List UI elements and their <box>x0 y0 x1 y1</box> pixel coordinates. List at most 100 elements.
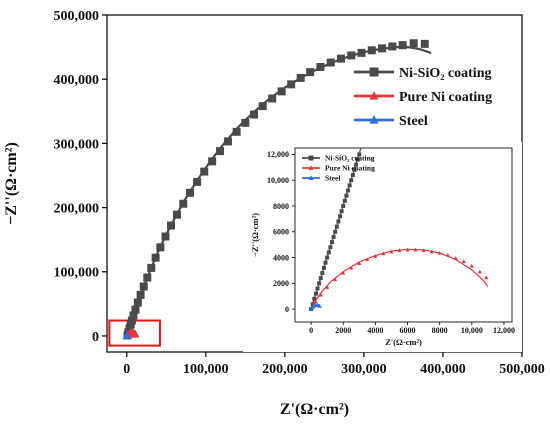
main-x-tick-label: 300,000 <box>341 362 387 377</box>
main-legend-label-pure-ni: Pure Ni coating <box>399 90 492 105</box>
main-y-tick-label: 400,000 <box>54 73 100 88</box>
main-legend: Ni-SiO₂ coating Pure Ni coating Steel <box>354 66 492 129</box>
inset-ni-sio2-point <box>312 296 317 301</box>
main-ni-sio2-point <box>200 167 209 176</box>
main-steel-point <box>123 331 132 340</box>
inset-pure-ni-point <box>333 277 338 282</box>
main-ni-sio2-point <box>133 298 142 307</box>
inset-y-tick-label: 12,000 <box>267 150 289 159</box>
main-x-axis-label: Z'(Ω·cm²) <box>280 401 349 418</box>
inset-ni-sio2-point <box>346 188 351 193</box>
main-ni-sio2-point <box>241 118 250 127</box>
inset-ni-sio2-point <box>357 152 362 157</box>
main-y-tick-label: 0 <box>92 330 99 345</box>
inset-ni-sio2-point <box>355 157 360 162</box>
inset-y-tick-label: 6000 <box>273 228 289 237</box>
inset-x-tick-label: 0 <box>309 326 313 335</box>
inset-pure-ni-point <box>469 263 474 268</box>
inset-ni-sio2-point <box>315 286 320 291</box>
inset-pure-ni-point <box>461 259 466 264</box>
main-ni-sio2-point <box>316 62 325 71</box>
inset-ni-sio2-point <box>336 219 341 224</box>
inset-pure-ni-point <box>477 269 482 274</box>
main-ni-sio2-point <box>179 199 188 208</box>
inset-legend-label-pure-ni: Pure Ni coating <box>325 164 375 173</box>
inset-x-tick-label: 2000 <box>335 326 351 335</box>
inset-pure-ni-point <box>453 256 458 260</box>
main-ni-sio2-point <box>326 58 335 67</box>
inset-ni-sio2-point <box>321 265 326 270</box>
inset-ni-sio2-point <box>333 229 338 234</box>
inset-background <box>243 142 522 352</box>
main-ni-sio2-point <box>357 48 366 57</box>
inset-pure-ni-point <box>365 257 370 262</box>
main-ni-sio2-point <box>420 39 429 48</box>
main-ni-sio2-point <box>296 73 305 82</box>
main-ni-sio2-point <box>398 41 407 50</box>
main-ni-sio2-point <box>139 282 148 291</box>
inset-ni-sio2-point <box>341 204 346 208</box>
inset-pure-ni-point <box>484 275 489 280</box>
inset-x-tick-label: 4000 <box>367 326 383 335</box>
main-y-axis-label: −Z''(Ω·cm²) <box>3 142 20 225</box>
inset-ni-sio2-point <box>310 302 315 307</box>
inset-plot-frame <box>294 147 513 323</box>
inset-legend-label-ni-sio2: Ni-SiO₂ coating <box>325 154 375 163</box>
main-legend-marker-steel <box>369 115 379 124</box>
inset-ni-sio2-point <box>352 167 357 172</box>
inset-ni-sio2-point <box>328 245 333 250</box>
main-y-tick-label: 100,000 <box>54 266 100 281</box>
inset-pure-ni-point <box>381 251 386 256</box>
inset-pure-ni-point <box>421 248 426 253</box>
main-data-layer <box>122 39 432 340</box>
main-ni-sio2-point <box>161 232 170 241</box>
inset-y-tick-label: 8000 <box>273 202 289 211</box>
inset-ni-sio2-point <box>339 209 344 214</box>
inset-pure-ni-point <box>397 248 402 253</box>
inset-y-tick-label: 2000 <box>273 279 289 288</box>
main-ni-sio2-point <box>306 68 315 77</box>
main-ni-sio2-point <box>143 273 152 282</box>
inset-legend-label-steel: Steel <box>325 174 340 183</box>
inset-ni-sio2-point <box>354 162 359 167</box>
inset-pure-ni-point <box>313 299 318 304</box>
main-ni-sio2-point <box>127 316 136 325</box>
main-pure-ni-point <box>131 330 140 338</box>
inset-y-tick-label: 0 <box>285 305 289 314</box>
main-y-tick-label: 300,000 <box>54 137 100 152</box>
main-ni-sio2-point <box>147 263 156 272</box>
inset-pure-ni-point <box>405 247 410 252</box>
main-ni-sio2-point <box>258 102 267 111</box>
main-ni-sio2-point <box>186 188 194 197</box>
main-ni-sio2-point <box>287 80 296 89</box>
inset-ni-sio2-point <box>338 214 343 219</box>
inset-steel-point <box>317 303 322 308</box>
inset-data-layer <box>309 148 489 312</box>
main-ni-sio2-point <box>268 94 277 103</box>
inset-pure-ni-point <box>373 254 378 258</box>
inset-y-axis-label: −Z''(Ω·cm²) <box>250 213 260 257</box>
main-y-tick-label: 500,000 <box>54 9 100 24</box>
inset-ni-sio2-point <box>329 240 334 245</box>
main-ni-sio2-point <box>336 54 345 63</box>
inset-ni-sio2-point <box>342 198 347 203</box>
inset-pure-ni-point <box>437 250 442 255</box>
main-legend-marker-pure-ni <box>369 91 379 100</box>
main-ni-sio2-point <box>250 110 259 119</box>
inset-ni-sio2-point <box>347 183 352 188</box>
inset-ni-sio2-point <box>317 281 322 286</box>
main-ni-sio2-point <box>129 311 138 320</box>
main-legend-label-ni-sio2: Ni-SiO₂ coating <box>399 66 491 81</box>
main-legend-marker-ni-sio2 <box>369 67 379 77</box>
inset-pure-ni-point <box>429 249 434 254</box>
inset-pure-ni-point <box>357 261 362 265</box>
inset-ni-sio2-point <box>325 255 330 260</box>
main-ni-sio2-point <box>131 305 140 314</box>
inset-legend-marker-pure-ni <box>308 165 314 171</box>
main-plot: 0 100,000 200,000 300,000 400,000 500,000 0 100… <box>3 9 545 418</box>
inset-ni-sio2-point <box>331 234 336 239</box>
inset-ni-sio2-point <box>344 193 349 198</box>
inset-pure-ni-point <box>318 292 323 297</box>
inset-y-tick-label: 4000 <box>273 253 289 262</box>
